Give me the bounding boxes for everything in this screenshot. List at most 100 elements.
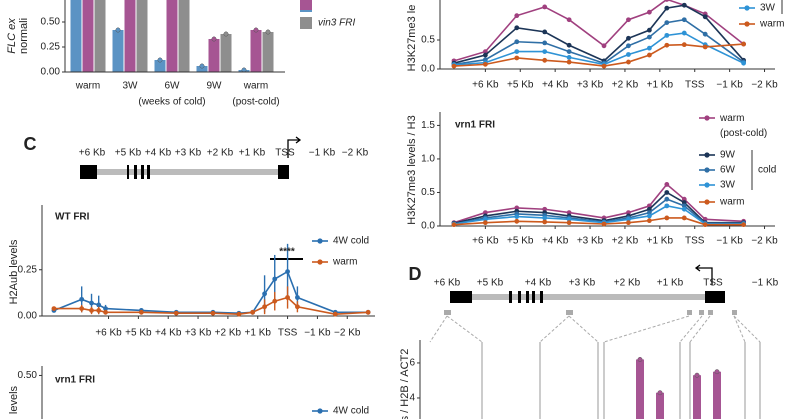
point [138, 309, 144, 315]
tss-arrow [694, 264, 713, 285]
point [51, 306, 57, 311]
x-tick-label: 6W [165, 81, 181, 92]
x-tick-label: +2 Kb [612, 80, 639, 91]
exon [141, 165, 144, 179]
x-tick-label: +1 Kb [245, 328, 272, 339]
point [664, 182, 670, 187]
bar [656, 392, 664, 419]
y-axis-label: H3K27me3 le [406, 5, 418, 72]
exon [532, 291, 535, 303]
bar-point [223, 31, 229, 37]
point [646, 52, 652, 58]
point [96, 302, 102, 308]
point [601, 221, 607, 227]
y-axis-label: H2Aub levels [8, 239, 20, 304]
legend-label: warm [332, 257, 357, 268]
point [681, 203, 687, 209]
bar [693, 375, 701, 419]
y-axis-label: normali [18, 18, 30, 54]
legend-swatch [704, 182, 710, 188]
panel-title: WT FRI [55, 212, 90, 223]
legend-swatch [704, 167, 710, 173]
point [210, 310, 216, 316]
bar-point [253, 27, 259, 33]
legend-label-line: warm [719, 113, 744, 124]
series-line [453, 32, 744, 66]
x-tick-label: TSS [278, 328, 298, 339]
position-label: +3 Kb [175, 148, 202, 159]
exon [278, 165, 289, 179]
point [566, 216, 572, 222]
point [566, 55, 572, 60]
point [285, 295, 290, 300]
point [681, 2, 687, 8]
exon [526, 291, 529, 303]
exon [509, 291, 512, 303]
point [646, 27, 652, 33]
y-tick-label: 0.5 [421, 35, 435, 46]
legend-label: 3W [720, 180, 736, 191]
point [514, 55, 520, 61]
point [646, 213, 652, 219]
position-label: +3 Kb [569, 278, 596, 289]
y-tick-label: 0.5 [421, 187, 435, 198]
significance: **** [279, 247, 295, 258]
link [603, 315, 703, 343]
exon [147, 165, 150, 179]
x-tick-label: +3 Kb [577, 80, 604, 91]
legend-label-line: (post-cold) [720, 128, 767, 139]
point [626, 220, 631, 226]
position-label: +4 Kb [525, 278, 552, 289]
x-tick-label: +4 Kb [542, 236, 569, 247]
bar [154, 60, 166, 72]
point [542, 4, 548, 10]
point [514, 13, 520, 19]
bar-point [714, 369, 720, 375]
point [646, 210, 652, 215]
position-label: +6 Kb [79, 148, 106, 159]
y-axis-label: FLC ex [6, 18, 18, 54]
x-tick-label: +1 Kb [647, 236, 674, 247]
x-tick-label: +4 Kb [155, 328, 182, 339]
amplicon [444, 310, 451, 315]
x-tick-label: TSS [685, 80, 705, 91]
category-note: (post-cold) [232, 97, 279, 108]
link [733, 315, 761, 343]
legend-group-label: cold [758, 165, 776, 176]
point [566, 59, 572, 65]
point [542, 29, 548, 35]
point [681, 17, 687, 23]
point [566, 49, 572, 55]
point [514, 218, 520, 224]
point [741, 60, 746, 66]
x-tick-label: +2 Kb [215, 328, 242, 339]
position-label: +5 Kb [477, 278, 504, 289]
x-tick-label: −2 Kb [334, 328, 361, 339]
point [646, 218, 652, 224]
bar [94, 0, 106, 72]
bar-point [199, 63, 205, 69]
x-tick-label: 9W [207, 81, 223, 92]
amplicon [687, 310, 692, 315]
x-tick-label: +6 Kb [95, 328, 122, 339]
x-tick-label: +1 Kb [647, 80, 674, 91]
bar-point [637, 356, 643, 362]
point [566, 17, 572, 23]
x-tick-label: TSS [685, 236, 705, 247]
exon [127, 165, 129, 179]
link [429, 315, 483, 343]
amplicons [444, 310, 737, 315]
position-label: −1 Kb [309, 148, 336, 159]
legend-label: warm [759, 19, 784, 30]
legend-swatch [317, 408, 323, 414]
point [664, 20, 670, 26]
point [542, 206, 548, 212]
y-tick-label: 0.25 [41, 42, 61, 53]
series-line [453, 4, 745, 64]
x-tick-label: −1 Kb [716, 236, 743, 247]
gene-diagram-c [80, 136, 302, 179]
point [646, 45, 652, 51]
exon [80, 165, 97, 179]
x-tick-label: +3 Kb [577, 236, 604, 247]
point [103, 306, 108, 311]
